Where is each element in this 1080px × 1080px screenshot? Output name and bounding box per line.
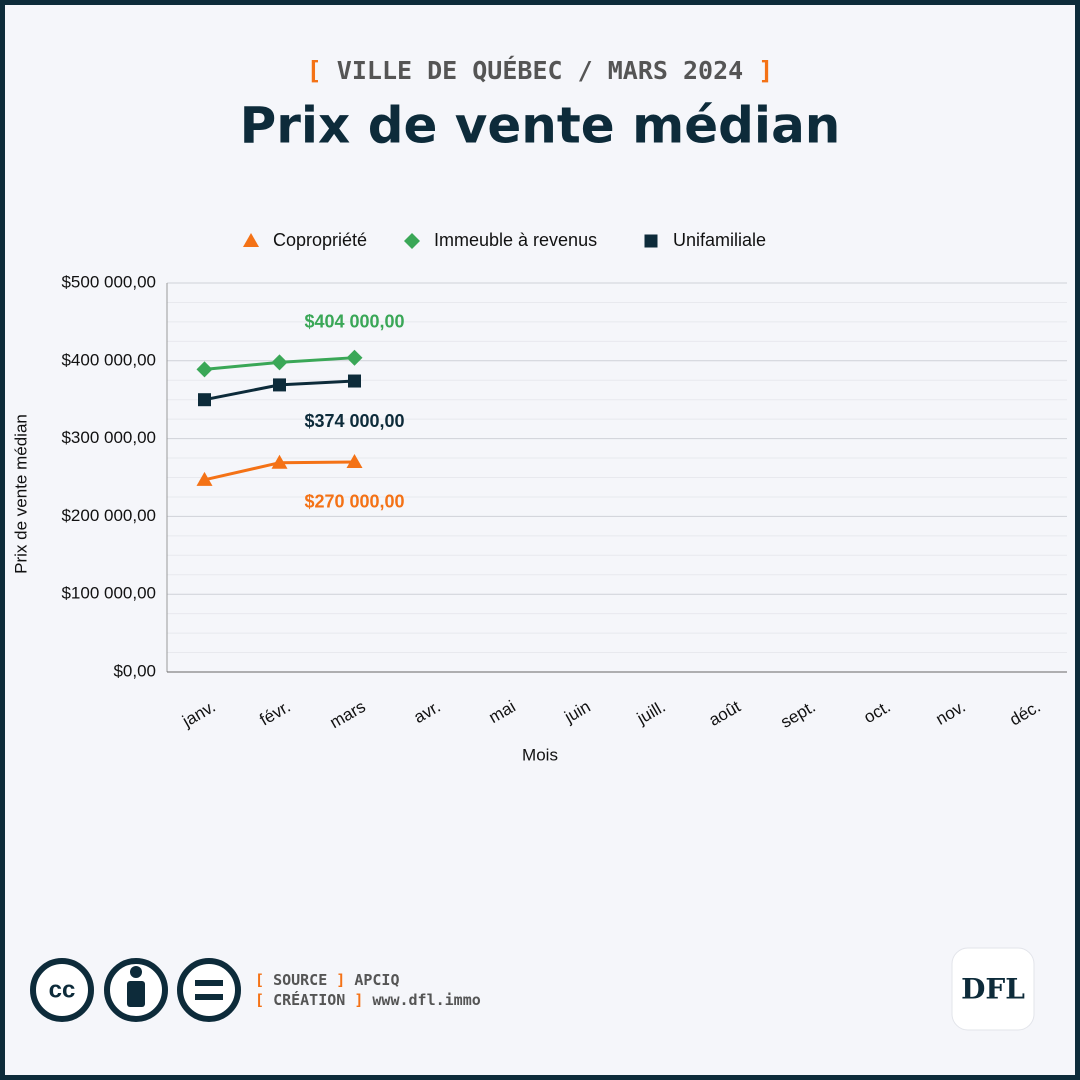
- logo: DFL: [961, 973, 1025, 1006]
- y-tick-label: $300 000,00: [61, 428, 156, 447]
- kicker-part: ]: [336, 971, 345, 989]
- by-body: [127, 981, 145, 1007]
- y-tick-label: $200 000,00: [61, 506, 156, 525]
- nd-icon: [177, 958, 241, 1022]
- logo-box: [951, 947, 1035, 1031]
- kicker: [ VILLE DE QUÉBEC / MARS 2024 ]: [307, 56, 774, 85]
- cc-icon: [30, 958, 94, 1022]
- marker: [243, 233, 259, 247]
- y-tick-label: $500 000,00: [61, 272, 156, 291]
- kicker-part: APCIQ: [354, 971, 399, 989]
- marker: [346, 349, 363, 366]
- cc-label: cc: [49, 976, 76, 1003]
- chart-title: Prix de vente médian: [240, 97, 841, 155]
- kicker-part: [: [307, 56, 322, 85]
- marker: [404, 233, 420, 249]
- kicker-part: CRÉATION: [273, 990, 345, 1009]
- kicker-part: VILLE DE QUÉBEC / MARS 2024: [337, 56, 743, 85]
- data-label: $270 000,00: [304, 492, 404, 512]
- by-head: [130, 966, 142, 978]
- legend-label: Copropriété: [273, 230, 367, 250]
- legend-label: Unifamiliale: [673, 230, 766, 250]
- kicker-part: ]: [758, 56, 773, 85]
- legend-label: Immeuble à revenus: [434, 230, 597, 250]
- nd-bar: [195, 980, 223, 986]
- kicker-part: ]: [354, 991, 363, 1009]
- data-label: $404 000,00: [304, 311, 404, 331]
- y-tick-label: $400 000,00: [61, 350, 156, 369]
- credit: [ CRÉATION ] www.dfl.immo: [255, 990, 481, 1009]
- marker: [196, 471, 213, 486]
- x-axis-title: Mois: [522, 745, 558, 764]
- kicker-part: www.dfl.immo: [372, 991, 480, 1009]
- y-tick-label: $100 000,00: [61, 584, 156, 603]
- marker: [271, 354, 288, 371]
- marker: [644, 234, 658, 248]
- credit: [ SOURCE ] APCIQ: [255, 971, 400, 989]
- data-label: $374 000,00: [304, 411, 404, 431]
- marker: [198, 393, 211, 407]
- kicker-part: [: [255, 991, 264, 1009]
- y-axis-title: Prix de vente médian: [11, 414, 30, 574]
- kicker-part: SOURCE: [273, 971, 327, 989]
- marker: [346, 453, 363, 468]
- marker: [196, 361, 213, 378]
- kicker-part: [: [255, 971, 264, 989]
- y-tick-label: $0,00: [113, 661, 156, 680]
- marker: [271, 454, 288, 469]
- nd-bar: [195, 994, 223, 1000]
- marker: [348, 374, 361, 388]
- marker: [273, 378, 286, 392]
- background: [5, 5, 1075, 1075]
